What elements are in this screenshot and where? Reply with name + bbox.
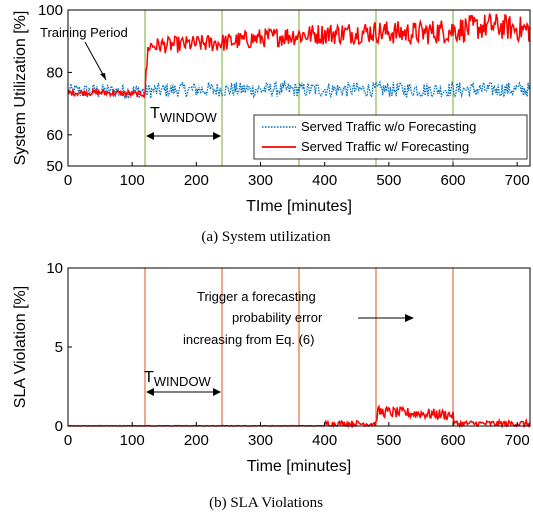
chart-b-twindow-sub: WINDOW — [154, 374, 212, 389]
chart-b-ytick-label-0: 0 — [55, 418, 63, 435]
chart-b-ylabel: SLA Violation [%] — [12, 286, 29, 408]
chart-a-twindow-sub: WINDOW — [160, 110, 218, 125]
caption-b: (b) SLA Violations — [209, 495, 323, 511]
chart-b-annotation-trigger-line-1: probability error — [232, 310, 323, 325]
chart-b-twindow-main: T — [144, 369, 154, 386]
chart-a-legend-label-1: Served Traffic w/ Forecasting — [301, 139, 469, 154]
chart-b-xtick-label-0: 0 — [64, 432, 72, 449]
chart-a-xtick-label-6: 600 — [440, 172, 465, 189]
chart-a-twindow-head-right — [213, 132, 221, 140]
chart-a-xtick-label-7: 700 — [505, 172, 530, 189]
chart-a-ylabel: System Utilization [%] — [12, 11, 29, 166]
chart-a-twindow-arrow — [146, 132, 221, 140]
chart-a-xtick-label-3: 300 — [248, 172, 273, 189]
chart-a-ytick-label-1: 60 — [46, 127, 63, 144]
chart-a-xtick-label-4: 400 — [312, 172, 337, 189]
chart-a-xtick-label-0: 0 — [64, 172, 72, 189]
chart-a-x-ticks: 0 100 200 300 400 500 600 700 — [64, 162, 530, 189]
chart-b-twindow-arrow — [146, 388, 221, 396]
chart-a-annotation-training: Training Period — [40, 25, 128, 40]
chart-a-legend-box — [253, 114, 528, 160]
chart-b-annotation-trigger-line-2: increasing from Eq. (6) — [183, 332, 315, 347]
chart-b: 0 100 200 300 400 500 600 700 0 5 10 Time [minute… — [12, 260, 531, 475]
chart-a-ytick-label-0: 50 — [46, 158, 63, 175]
chart-b-xtick-label-1: 100 — [120, 432, 145, 449]
chart-b-twindow-head-left — [146, 388, 154, 396]
chart-a-series — [67, 12, 531, 99]
caption-a: (a) System utilization — [201, 229, 331, 245]
chart-b-xtick-label-4: 400 — [312, 432, 337, 449]
chart-b-xlabel: Time [minutes] — [247, 458, 351, 475]
chart-a-twindow-label: TWINDOW — [150, 105, 218, 125]
chart-b-ytick-label-1: 5 — [55, 339, 63, 356]
chart-a-xtick-label-1: 100 — [120, 172, 145, 189]
chart-a-series-1 — [67, 12, 531, 99]
chart-a-xtick-label-2: 200 — [184, 172, 209, 189]
chart-b-xtick-label-5: 500 — [376, 432, 401, 449]
chart-a-twindow-head-left — [146, 132, 154, 140]
chart-b-y-ticks: 0 5 10 — [46, 260, 72, 435]
chart-b-twindow-head-right — [213, 388, 221, 396]
chart-a-annotation-training-arrowhead — [100, 73, 106, 80]
chart-b-annotation-trigger-line-0: Trigger a forecasting — [197, 289, 316, 304]
chart-a-ytick-label-3: 100 — [38, 2, 63, 19]
chart-a-ytick-label-2: 80 — [46, 64, 63, 81]
chart-b-ytick-label-2: 10 — [46, 260, 63, 277]
chart-b-x-ticks: 0 100 200 300 400 500 600 700 — [64, 422, 530, 449]
chart-b-xtick-label-7: 700 — [505, 432, 530, 449]
chart-b-annotation-trigger-arrowhead — [405, 314, 414, 322]
chart-b-vlines — [144, 268, 454, 426]
chart-a-legend: Served Traffic w/o Forecasting Served Tr… — [253, 114, 528, 160]
chart-b-xtick-label-6: 600 — [440, 432, 465, 449]
chart-b-xtick-label-2: 200 — [184, 432, 209, 449]
chart-a: 0 100 200 300 400 500 600 700 50 60 80 100 TIme [m… — [12, 2, 531, 215]
chart-a-xtick-label-5: 500 — [376, 172, 401, 189]
chart-a-twindow-main: T — [150, 105, 160, 122]
chart-a-y-ticks: 50 60 80 100 — [38, 2, 72, 175]
chart-b-xtick-label-3: 300 — [248, 432, 273, 449]
chart-a-xlabel: TIme [minutes] — [246, 198, 352, 215]
chart-a-legend-label-0: Served Traffic w/o Forecasting — [301, 119, 476, 134]
chart-a-frame — [67, 9, 531, 167]
chart-b-twindow-label: TWINDOW — [144, 369, 212, 389]
